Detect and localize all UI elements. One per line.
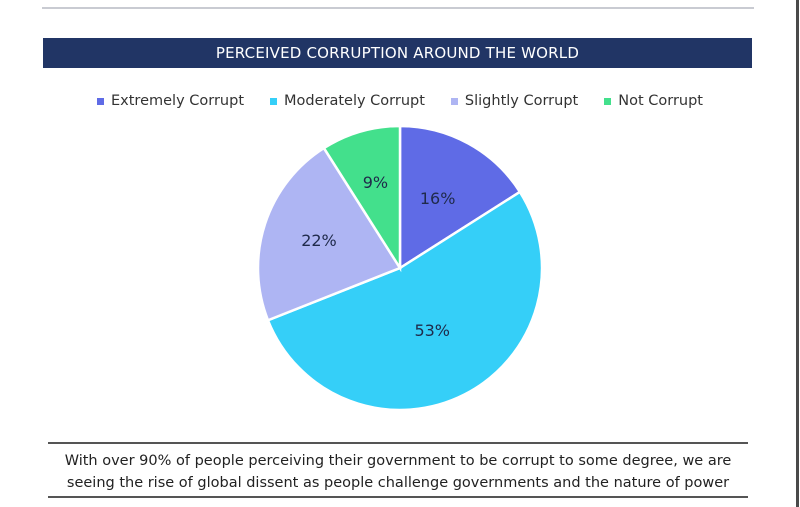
top-divider	[42, 7, 754, 9]
pie-slice-not-corrupt	[322, 124, 402, 273]
page-right-border	[796, 0, 799, 507]
caption-bottom-rule	[48, 496, 748, 498]
slice-label-not-corrupt: 9%	[363, 173, 388, 192]
legend-label: Extremely Corrupt	[111, 93, 244, 109]
caption-line-2: seeing the rise of global dissent as peo…	[66, 475, 730, 491]
caption: With over 90% of people perceiving their…	[48, 450, 748, 494]
pie-slice-slightly-corrupt	[256, 146, 402, 322]
legend-item-extremely-corrupt: Extremely Corrupt	[97, 93, 244, 109]
legend-label: Not Corrupt	[618, 93, 703, 109]
slice-label-slightly-corrupt: 22%	[301, 231, 337, 250]
caption-line-1: With over 90% of people perceiving their…	[64, 453, 732, 469]
caption-top-rule	[48, 442, 748, 444]
pie-slice-moderately-corrupt	[266, 190, 544, 412]
legend-item-slightly-corrupt: Slightly Corrupt	[450, 93, 579, 109]
legend-label: Moderately Corrupt	[284, 93, 425, 109]
legend-item-moderately-corrupt: Moderately Corrupt	[270, 93, 425, 109]
pie-slice-extremely-corrupt	[398, 124, 522, 271]
slice-label-moderately-corrupt: 53%	[414, 321, 450, 340]
slice-label-extremely-corrupt: 16%	[420, 189, 456, 208]
chart-title: PERCEIVED CORRUPTION AROUND THE WORLD	[215, 44, 580, 62]
chart-legend: Extremely Corrupt Moderately Corrupt Sli…	[0, 90, 800, 112]
legend-label: Slightly Corrupt	[464, 93, 579, 109]
legend-swatch-icon	[97, 97, 104, 105]
legend-swatch-icon	[270, 97, 277, 105]
chart-title-bar: PERCEIVED CORRUPTION AROUND THE WORLD	[43, 38, 752, 68]
legend-swatch-icon	[450, 97, 458, 105]
legend-item-not-corrupt: Not Corrupt	[604, 93, 703, 109]
legend-swatch-icon	[604, 97, 612, 105]
